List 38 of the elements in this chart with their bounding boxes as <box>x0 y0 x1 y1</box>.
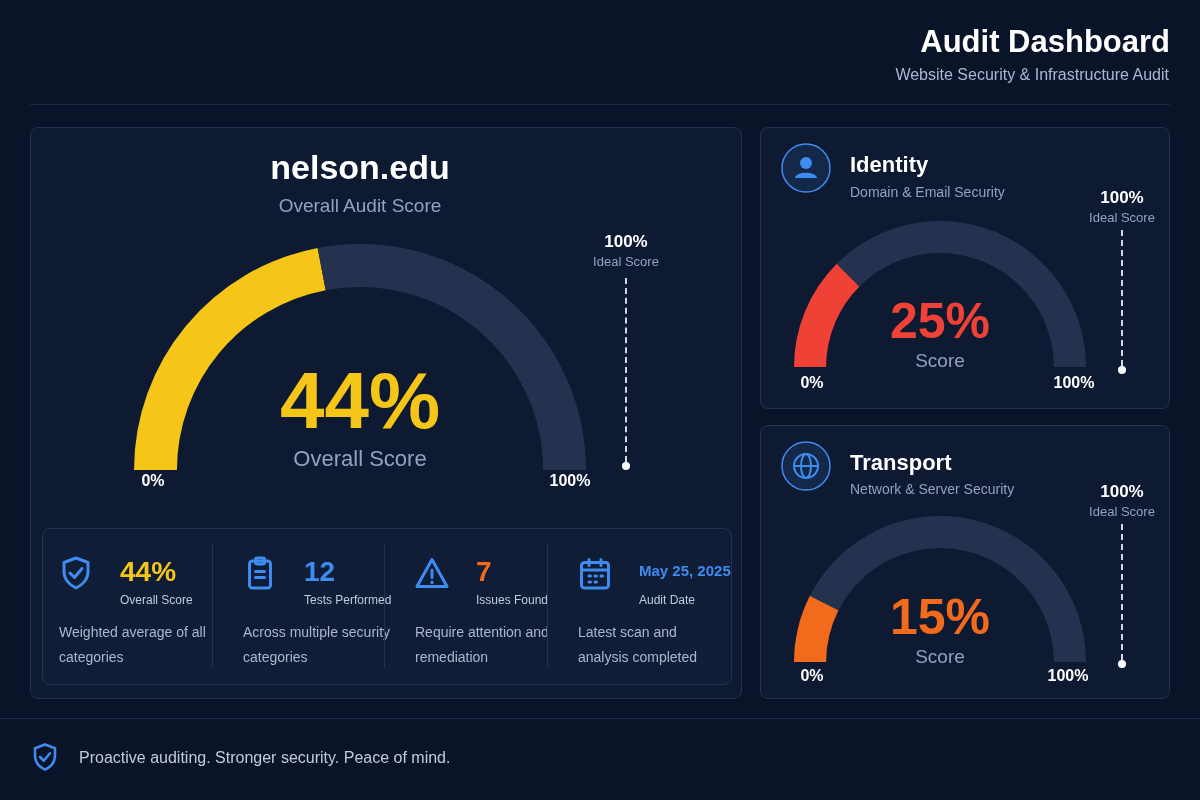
text: Weighted average of all categories <box>59 623 207 667</box>
text: 44% <box>278 355 442 447</box>
text: 25% <box>888 292 992 350</box>
text: Issues Found <box>476 593 549 607</box>
chart-title: nelson.edu <box>269 148 451 187</box>
text: 0% <box>799 667 825 685</box>
chart-title: Transport <box>850 450 952 476</box>
chart-subtitle: Domain & Email Security <box>850 184 1005 200</box>
text: 7 <box>476 556 492 588</box>
text: 100% <box>1099 188 1145 208</box>
text: Tests Performed <box>304 593 392 607</box>
text: May 25, 2025 <box>639 562 731 579</box>
text: Score <box>914 646 966 668</box>
chart-subtitle: Network & Server Security <box>850 481 1015 497</box>
text: Audit Dashboard <box>920 24 1170 60</box>
text: Overall Score <box>292 446 428 472</box>
text: 100% <box>1046 667 1090 685</box>
text: 12 <box>304 556 336 588</box>
text: Ideal Score <box>1088 210 1156 225</box>
text: Ideal Score <box>592 254 660 269</box>
chart-title: Identity <box>850 152 929 178</box>
text: Overall Score <box>120 593 193 607</box>
text: Website Security & Infrastructure Audit <box>895 66 1169 84</box>
text: Proactive auditing. Stronger security. Peace of mind. <box>79 749 451 767</box>
text: Ideal Score <box>1088 504 1156 519</box>
text: 15% <box>888 588 992 646</box>
text: 100% <box>1052 374 1096 392</box>
chart-subtitle: Overall Audit Score <box>277 195 443 217</box>
text: 0% <box>799 374 825 392</box>
text: 44% <box>120 556 177 588</box>
text: 100% <box>548 472 592 490</box>
text: 100% <box>1099 482 1145 502</box>
text: Across multiple security categories <box>243 623 392 667</box>
text: 0% <box>140 472 166 490</box>
text: 100% <box>603 232 649 252</box>
text: Latest scan and analysis completed <box>578 623 699 667</box>
text: Audit Date <box>639 593 696 607</box>
text: Score <box>914 350 966 372</box>
